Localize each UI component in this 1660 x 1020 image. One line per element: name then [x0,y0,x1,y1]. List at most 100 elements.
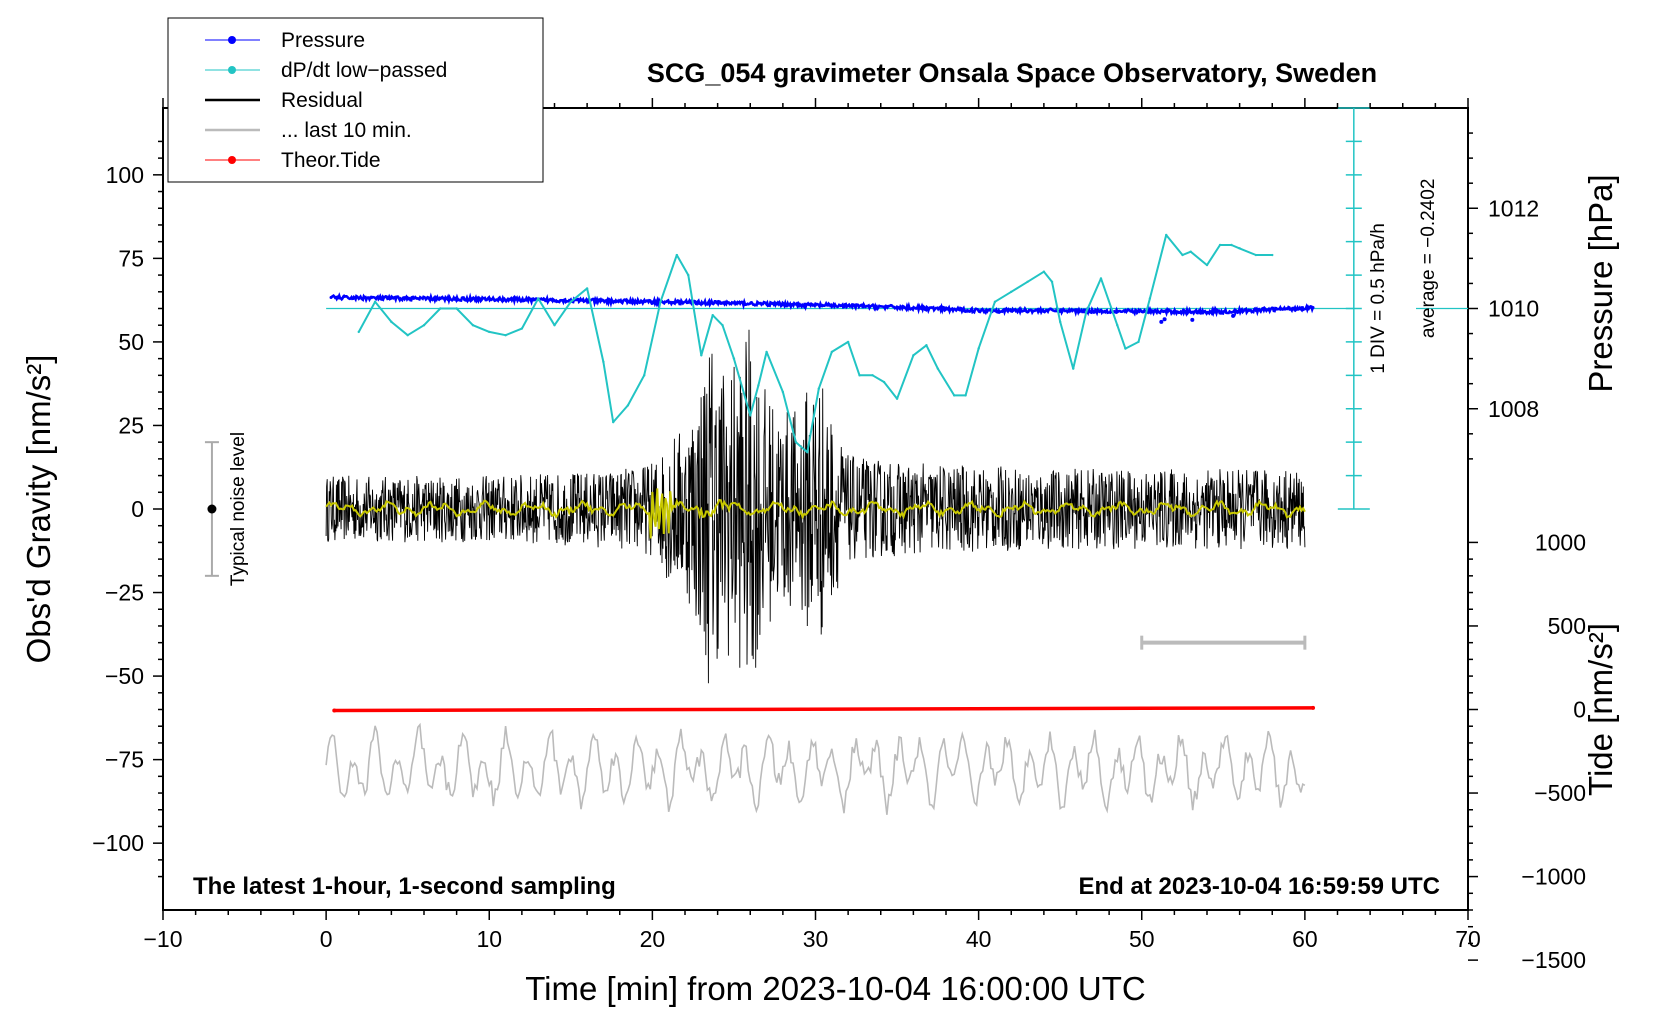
axis-labels: −10 0 10 20 30 40 50 60 70−100−75−50−25025507510… [20,58,1619,1007]
pressure-point [406,296,410,300]
pressure-tick-label: 1012 [1488,195,1539,221]
pressure-outlier [1162,317,1167,322]
x-tick-label: 40 [966,926,992,952]
y-tick-label: 0 [131,496,144,522]
dpdt-point [1238,247,1241,250]
dpdt-point [390,320,393,324]
dpdt-point [643,374,646,377]
dpdt-point [993,300,997,304]
x-tick-label: 50 [1129,926,1155,952]
last10-line [325,722,1306,815]
residual-smoothed-line [325,488,1306,539]
dpdt-point [357,330,360,334]
dpdt-point [1181,253,1184,257]
dpdt-point [585,287,589,290]
dpdt-scale-label: 1 DIV = 0.5 hPa/h [1368,223,1389,374]
x-tick-label: 20 [640,926,666,952]
dpdt-point [373,300,377,304]
legend-label: ... last 10 min. [281,119,412,142]
dpdt-point [1099,277,1103,280]
legend-marker [228,36,236,44]
tide-axis-title: Tide [nm/s²] [1582,623,1619,796]
x-tick-label: 60 [1292,926,1318,952]
axis-ticks [153,98,1478,961]
pressure-point [1140,310,1144,314]
x-tick-label: 0 [320,926,333,952]
pressure-point [977,309,981,313]
pressure-line [329,292,1315,318]
series-layer [204,107,1468,815]
dpdt-point [422,324,426,327]
dpdt-point [1085,310,1088,314]
dpdt-point [781,390,785,394]
dpdt-point [806,450,809,454]
x-tick-label: 70 [1455,926,1481,952]
residual-line [325,329,1306,684]
pressure-point [814,303,817,307]
pressure-axis-title: Pressure [hPa] [1582,174,1619,392]
pressure-point [1221,310,1225,314]
y-tick-label: 25 [118,412,144,438]
tide-point [1311,705,1316,710]
dpdt-point [659,300,662,304]
dpdt-point [882,380,886,384]
dpdt-point [471,324,475,327]
dpdt-point [721,324,724,327]
pressure-point [1058,309,1062,313]
dpdt-point [687,273,690,277]
dpdt-point [1148,297,1152,300]
pressure-point [650,300,654,304]
dpdt-point [964,394,967,397]
dpdt-point [455,307,458,310]
legend-label: Residual [281,89,363,112]
x-tick-label: 10 [476,926,502,952]
dpdt-point [936,367,940,370]
pressure-tick-label: 1010 [1488,296,1539,322]
pressure-point [732,301,736,305]
legend-marker [228,156,236,164]
y-tick-label: −75 [105,747,144,773]
tide-tick-label: −500 [1534,780,1586,806]
y-tick-label: 100 [106,162,144,188]
y-tick-label: 75 [118,245,144,271]
dpdt-point [675,253,679,257]
y-tick-label: 50 [118,329,144,355]
dpdt-point [765,350,768,354]
pressure-tick-label: 1008 [1488,396,1539,422]
legend-label: Pressure [281,29,365,52]
legend-label: Theor.Tide [281,149,381,172]
dpdt-point [1042,270,1046,273]
subtitle-right: End at 2023-10-04 16:59:59 UTC [1079,873,1441,900]
dpdt-point [977,347,980,350]
noise-center-dot [207,504,217,514]
dpdt-point [1165,233,1168,237]
pressure-outlier [1190,317,1195,322]
dpdt-point [1124,347,1127,350]
chart-title: SCG_054 gravimeter Onsala Space Observat… [647,58,1377,88]
dpdt-point [1205,263,1209,267]
dpdt-point [952,394,956,397]
dpdt-point [520,327,524,330]
dpdt-point [406,334,409,337]
legend: Pressure dP/dt low−passed Residual ... last… [167,17,544,183]
dpdt-point [1254,253,1258,257]
dpdt-point [1189,250,1192,253]
dpdt-point [1072,367,1075,370]
dpdt-point [711,313,714,317]
legend-marker [228,66,236,74]
y-tick-label: −50 [105,663,144,689]
dpdt-point [749,414,752,417]
pressure-point [487,297,491,301]
x-tick-label: −10 [143,926,182,952]
noise-label: Typical noise level [228,432,249,586]
dpdt-point [794,440,798,444]
dpdt-point [846,340,850,344]
dpdt-point [912,354,915,357]
tide-tick-label: 0 [1573,697,1586,723]
dpdt-average-label: average = −0.2402 [1418,179,1439,339]
dpdt-point [1137,340,1140,344]
dpdt-point [504,334,507,337]
tide-point [332,708,337,713]
dpdt-point [1010,290,1013,293]
